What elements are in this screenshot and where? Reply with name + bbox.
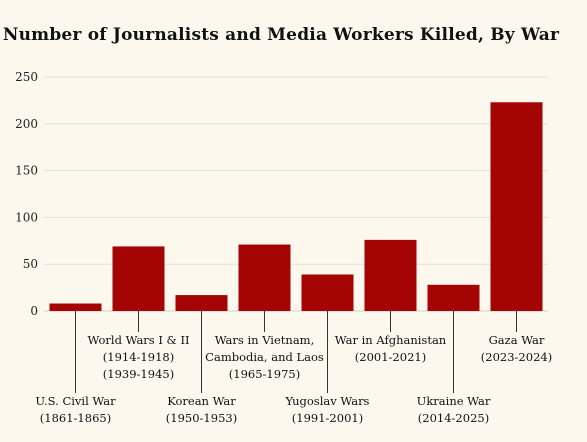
y-axis-ticks: 0 50 100 150 200 250: [15, 70, 38, 318]
x-category-label-line: (2001-2021): [355, 350, 426, 364]
y-tick-label: 150: [15, 164, 38, 178]
x-category-label-line: (1991-2001): [292, 411, 363, 425]
x-category-label: Yugoslav Wars (1991-2001): [285, 394, 370, 425]
x-category-label-line: (2023-2024): [481, 350, 552, 364]
y-tick-label: 250: [15, 70, 38, 84]
x-category-label: Gaza War (2023-2024): [481, 333, 552, 364]
bar: [238, 244, 291, 311]
chart-title: Number of Journalists and Media Workers …: [3, 25, 560, 45]
x-category-label-line: (1914-1918): [103, 350, 174, 364]
x-category-label-line: Cambodia, and Laos: [205, 350, 324, 364]
x-category-label-line: (1939-1945): [103, 367, 174, 381]
x-category-label-line: War in Afghanistan: [335, 333, 447, 347]
label-leaders: [75, 311, 517, 393]
x-category-label: Ukraine War (2014-2025): [417, 394, 491, 425]
x-category-label: World Wars I & II (1914-1918) (1939-1945): [87, 333, 189, 381]
x-category-label: War in Afghanistan (2001-2021): [335, 333, 447, 364]
y-tick-label: 100: [15, 210, 38, 224]
bar: [175, 295, 228, 311]
x-category-label: U.S. Civil War (1861-1865): [35, 394, 116, 425]
bar: [301, 274, 354, 311]
y-tick-label: 50: [23, 257, 38, 271]
x-category-label-line: Gaza War: [489, 333, 545, 347]
x-category-label-line: (1950-1953): [166, 411, 237, 425]
y-tick-label: 0: [30, 304, 38, 318]
bars: [49, 102, 543, 311]
x-category-label: Wars in Vietnam, Cambodia, and Laos (1965-…: [205, 333, 324, 381]
bar: [490, 102, 543, 311]
x-category-label-line: (2014-2025): [418, 411, 489, 425]
x-category-label-line: (1861-1865): [40, 411, 111, 425]
x-category-label-line: Wars in Vietnam,: [215, 333, 315, 347]
x-category-label: Korean War (1950-1953): [166, 394, 237, 425]
bar: [364, 239, 417, 311]
x-category-label-line: Yugoslav Wars: [285, 394, 370, 408]
y-tick-label: 200: [15, 117, 38, 131]
x-category-label-line: U.S. Civil War: [35, 394, 116, 408]
bar: [49, 303, 102, 311]
x-category-label-line: World Wars I & II: [87, 333, 189, 347]
bar: [427, 284, 480, 311]
x-category-label-line: Ukraine War: [417, 394, 491, 408]
category-labels: U.S. Civil War (1861-1865) World Wars I & …: [35, 333, 552, 425]
bar: [112, 246, 165, 311]
x-category-label-line: (1965-1975): [229, 367, 300, 381]
x-category-label-line: Korean War: [167, 394, 236, 408]
